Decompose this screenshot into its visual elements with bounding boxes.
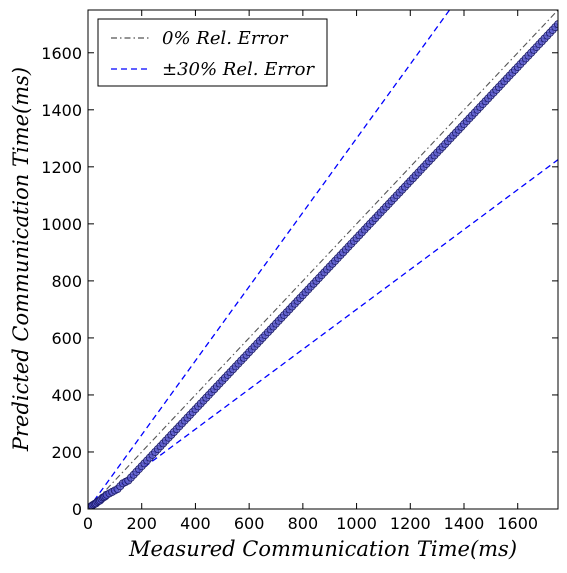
x-tick-label: 1600 [497,514,538,533]
y-tick-label: 200 [51,443,82,462]
x-tick-label: 1000 [336,514,377,533]
y-tick-label: 1000 [41,215,82,234]
bound-line-lower [88,159,558,509]
x-tick-label: 800 [288,514,319,533]
legend: 0% Rel. Error ±30% Rel. Error [97,18,328,87]
x-tick-label: 1400 [444,514,485,533]
y-axis-title: Predicted Communication Time(ms) [9,67,33,452]
x-axis-title: Measured Communication Time(ms) [128,537,517,561]
reference-line [88,10,558,509]
y-tick-label: 1200 [41,158,82,177]
legend-bound-label: ±30% Rel. Error [162,59,315,80]
x-tick-label: 0 [83,514,93,533]
plot-frame [87,9,559,510]
x-tick-label: 400 [180,514,211,533]
y-tick-label: 1600 [41,44,82,63]
y-tick-label: 800 [51,272,82,291]
y-tick-label: 600 [51,329,82,348]
y-tick-label: 400 [51,386,82,405]
data-point [554,20,558,29]
y-tick-label: 0 [72,500,82,519]
axes: 0 200 400 600 800 1000 1200 1400 1600 0 200 400 600 8… [41,9,559,533]
bound-line-upper [88,10,451,509]
plot-area [88,10,558,509]
y-tick-label: 1400 [41,101,82,120]
legend-box [97,18,328,87]
x-tick-label: 1200 [390,514,431,533]
legend-ref-label: 0% Rel. Error [162,28,289,49]
x-tick-label: 600 [234,514,265,533]
plot-content [88,10,558,509]
x-tick-label: 200 [126,514,157,533]
